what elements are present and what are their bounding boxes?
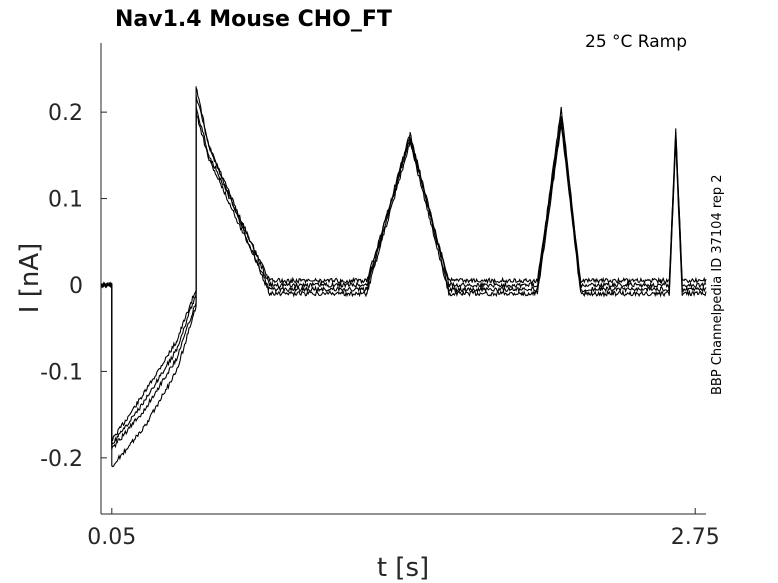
x-axis-label: t [s] bbox=[377, 553, 429, 583]
trace-group bbox=[100, 86, 707, 468]
x-tick-label: 2.75 bbox=[671, 525, 720, 550]
x-tick-label: 0.05 bbox=[87, 525, 136, 550]
y-tick-label: -0.2 bbox=[40, 447, 83, 472]
y-tick-label: 0.1 bbox=[48, 188, 83, 213]
y-tick-label: 0.2 bbox=[48, 101, 83, 126]
side-label: BBP Channelpedia ID 37104 rep 2 bbox=[710, 174, 725, 395]
y-axis-label: I [nA] bbox=[15, 243, 45, 313]
chart-subtitle: 25 °C Ramp bbox=[585, 32, 687, 52]
y-tick-group: 0.2 0.1 0 -0.1 -0.2 bbox=[40, 101, 107, 472]
current-trace-1 bbox=[100, 94, 707, 444]
chart-title: Nav1.4 Mouse CHO_FT bbox=[115, 7, 392, 32]
current-trace-4 bbox=[100, 86, 707, 468]
current-trace-3 bbox=[100, 112, 707, 450]
x-tick-group: 0.05 2.75 bbox=[87, 508, 720, 550]
y-tick-label: -0.1 bbox=[40, 360, 83, 385]
y-tick-label: 0 bbox=[69, 274, 83, 299]
